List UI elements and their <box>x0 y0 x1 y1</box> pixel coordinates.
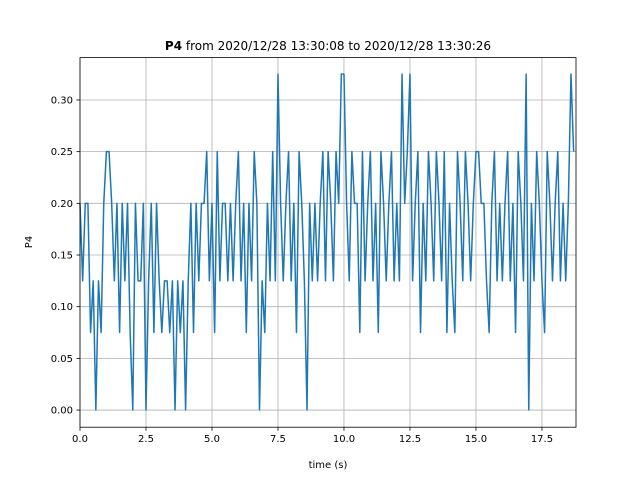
y-tick-label: 0.10 <box>51 302 73 313</box>
chart-title: from 2020/12/28 13:30:08 to 2020/12/28 1… <box>186 39 491 53</box>
y-tick-label: 0.20 <box>51 199 73 210</box>
x-tick-label: 12.5 <box>399 434 421 445</box>
data-line <box>79 73 575 411</box>
y-tick-label: 0.05 <box>51 354 73 365</box>
y-tick-label: 0.30 <box>51 95 73 106</box>
chart-title-group: P4 from 2020/12/28 13:30:08 to 2020/12/2… <box>165 39 491 53</box>
x-tick-label: 2.5 <box>138 434 154 445</box>
y-tick-label: 0.25 <box>51 147 73 158</box>
y-tick-label: 0.15 <box>51 251 73 262</box>
plot-frame <box>79 57 577 428</box>
x-tick-label: 10.0 <box>333 434 355 445</box>
x-tick-label: 5.0 <box>204 434 220 445</box>
x-tick-label: 17.5 <box>531 434 553 445</box>
y-tick-label: 0.00 <box>51 406 73 417</box>
x-tick-label: 7.5 <box>270 434 286 445</box>
chart-title-bold: P4 <box>165 39 182 53</box>
x-tick-label: 0.0 <box>72 434 88 445</box>
x-axis-label: time (s) <box>309 460 348 471</box>
x-tick-label: 15.0 <box>465 434 487 445</box>
y-axis-label: P4 <box>24 236 35 248</box>
